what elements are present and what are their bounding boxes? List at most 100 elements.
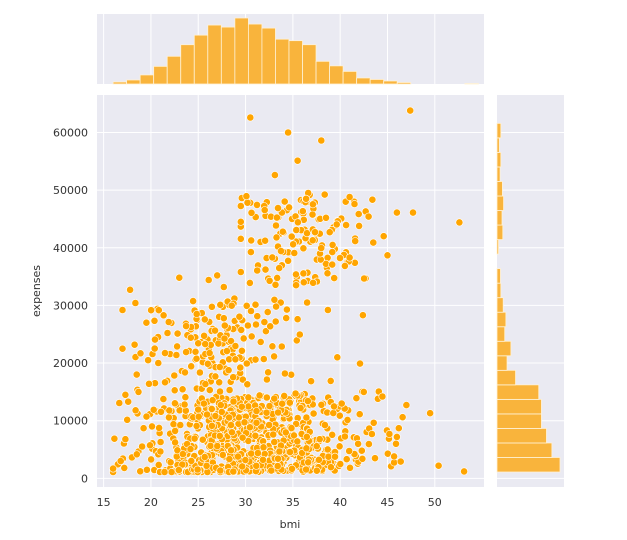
- data-point: [187, 456, 196, 465]
- hist-bar: [383, 80, 398, 85]
- data-point: [227, 301, 236, 310]
- data-point: [346, 463, 354, 472]
- data-point: [252, 320, 260, 329]
- data-point: [124, 397, 133, 406]
- data-point: [238, 462, 247, 471]
- data-point: [268, 342, 277, 351]
- data-point: [147, 455, 155, 464]
- data-point: [246, 248, 255, 256]
- data-point: [262, 393, 271, 402]
- data-point: [291, 389, 300, 398]
- data-point: [130, 340, 139, 349]
- data-point: [261, 327, 270, 336]
- hist-bar: [234, 17, 249, 85]
- hist-bar: [496, 340, 512, 357]
- hist-bar: [112, 81, 128, 85]
- data-point: [242, 359, 251, 368]
- data-point: [274, 408, 282, 417]
- data-point: [206, 441, 215, 450]
- data-point: [211, 412, 220, 420]
- data-point: [409, 208, 417, 217]
- hist-bar: [496, 326, 506, 342]
- data-point: [337, 399, 346, 408]
- data-point: [247, 449, 256, 458]
- data-point: [247, 332, 256, 341]
- data-point: [213, 271, 222, 280]
- hist-bar: [496, 239, 499, 255]
- hist-bar: [126, 79, 141, 85]
- right-marginal-histogram: [496, 95, 564, 487]
- data-point: [175, 273, 184, 282]
- data-point: [336, 254, 344, 262]
- data-point: [272, 302, 280, 311]
- data-point: [236, 268, 245, 276]
- data-point: [314, 455, 323, 464]
- y-axis-ticks: 0 10000 20000 30000 40000 50000 60000: [53, 126, 88, 485]
- data-point: [330, 274, 339, 282]
- data-point: [132, 370, 141, 379]
- y-tick-label: 20000: [53, 357, 88, 370]
- data-point: [236, 363, 245, 372]
- data-point: [272, 221, 280, 230]
- data-point: [115, 399, 124, 407]
- data-point: [215, 431, 224, 440]
- data-point: [176, 421, 185, 429]
- data-point: [136, 349, 145, 358]
- data-point: [274, 454, 282, 463]
- data-point: [252, 461, 261, 470]
- data-point: [199, 399, 208, 408]
- data-point: [187, 362, 196, 371]
- data-point: [269, 430, 278, 439]
- data-point: [192, 354, 201, 363]
- top-hist-bars: [112, 17, 479, 85]
- data-point: [264, 368, 272, 377]
- data-point: [324, 452, 333, 461]
- data-point: [229, 373, 238, 382]
- data-point: [192, 421, 201, 430]
- data-point: [265, 276, 274, 285]
- data-point: [293, 315, 302, 324]
- hist-bar: [496, 137, 500, 153]
- data-point: [259, 455, 267, 464]
- data-point: [216, 387, 224, 396]
- data-point: [253, 312, 262, 321]
- data-point: [309, 278, 317, 287]
- data-point: [323, 269, 332, 278]
- data-point: [335, 442, 344, 451]
- data-point: [378, 392, 387, 401]
- data-point: [317, 136, 326, 145]
- data-point: [220, 334, 229, 343]
- data-point: [186, 333, 195, 342]
- data-point: [307, 377, 315, 386]
- data-point: [126, 285, 135, 294]
- data-point: [225, 455, 234, 463]
- data-point: [207, 421, 216, 430]
- data-point: [237, 402, 246, 411]
- data-point: [271, 317, 280, 326]
- data-point: [302, 444, 311, 453]
- data-point: [302, 432, 311, 441]
- y-tick-label: 50000: [53, 184, 88, 197]
- hist-bar: [496, 210, 503, 226]
- data-point: [352, 394, 361, 403]
- data-point: [229, 397, 238, 406]
- data-point: [194, 339, 203, 348]
- data-point: [191, 347, 200, 356]
- data-point: [390, 452, 398, 461]
- hist-bar: [166, 55, 182, 85]
- data-point: [147, 306, 155, 315]
- data-point: [178, 450, 187, 458]
- hist-bar: [496, 398, 542, 415]
- hist-bar: [464, 83, 479, 85]
- data-point: [263, 308, 272, 316]
- data-point: [299, 244, 308, 253]
- data-point: [215, 363, 224, 371]
- data-point: [216, 300, 225, 309]
- data-point: [253, 449, 262, 457]
- data-point: [109, 464, 117, 473]
- hist-bar: [496, 428, 547, 444]
- data-point: [320, 190, 329, 199]
- data-point: [282, 305, 291, 314]
- data-point: [169, 420, 178, 429]
- data-point: [121, 435, 130, 444]
